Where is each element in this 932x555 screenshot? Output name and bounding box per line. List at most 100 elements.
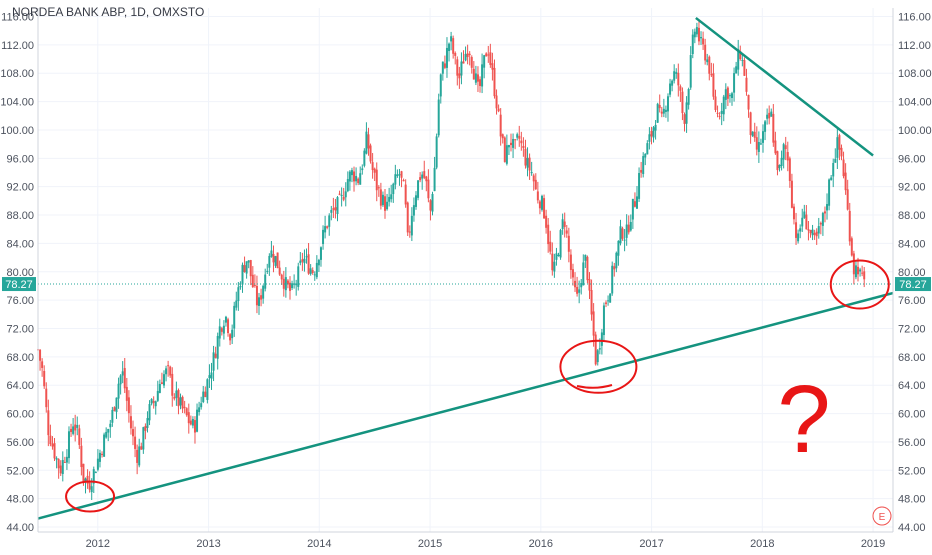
candle-body[interactable]: [685, 102, 688, 124]
candle-body[interactable]: [534, 179, 537, 190]
candle-body[interactable]: [479, 79, 482, 86]
candle-body[interactable]: [214, 353, 217, 358]
candle-body[interactable]: [332, 208, 335, 210]
candle-body[interactable]: [689, 55, 692, 88]
candle-body[interactable]: [200, 403, 203, 408]
candle-body[interactable]: [485, 53, 488, 57]
candle-body[interactable]: [774, 140, 777, 154]
candle-body[interactable]: [297, 266, 300, 287]
candle-body[interactable]: [782, 144, 785, 160]
candle-body[interactable]: [51, 443, 54, 447]
candle-body[interactable]: [148, 404, 151, 421]
candle-body[interactable]: [278, 267, 281, 275]
candle-body[interactable]: [313, 274, 316, 276]
candle-body[interactable]: [94, 472, 97, 474]
candle-body[interactable]: [683, 114, 686, 124]
candle-body[interactable]: [580, 283, 583, 288]
candle-body[interactable]: [807, 229, 810, 231]
candle-body[interactable]: [784, 145, 787, 150]
candle-body[interactable]: [834, 158, 837, 163]
candle-body[interactable]: [274, 256, 277, 266]
candle-body[interactable]: [481, 64, 484, 87]
candle-body[interactable]: [499, 114, 502, 137]
candle-body[interactable]: [67, 431, 70, 459]
candle-body[interactable]: [183, 406, 186, 408]
candle-body[interactable]: [355, 176, 358, 182]
candle-body[interactable]: [400, 171, 403, 178]
candle-body[interactable]: [728, 95, 731, 97]
candle-body[interactable]: [505, 145, 508, 164]
candle-body[interactable]: [691, 34, 694, 55]
candle-body[interactable]: [171, 373, 174, 396]
candle-body[interactable]: [462, 61, 465, 64]
candle-body[interactable]: [823, 211, 826, 214]
candle-body[interactable]: [394, 174, 397, 185]
candle-body[interactable]: [417, 180, 420, 198]
candle-body[interactable]: [838, 135, 841, 150]
candle-body[interactable]: [443, 63, 446, 68]
candle-body[interactable]: [466, 53, 469, 58]
candle-body[interactable]: [63, 461, 66, 463]
candle-body[interactable]: [530, 172, 533, 174]
candle-body[interactable]: [644, 153, 647, 158]
candle-body[interactable]: [714, 96, 717, 110]
candle-body[interactable]: [532, 175, 535, 182]
candle-body[interactable]: [642, 156, 645, 175]
candle-body[interactable]: [654, 124, 657, 131]
candle-body[interactable]: [412, 205, 415, 216]
candle-body[interactable]: [212, 352, 215, 371]
candle-body[interactable]: [388, 196, 391, 202]
candle-body[interactable]: [828, 179, 831, 206]
candle-body[interactable]: [813, 232, 816, 235]
candle-body[interactable]: [344, 191, 347, 198]
candle-body[interactable]: [697, 27, 700, 42]
candle-body[interactable]: [731, 93, 734, 98]
candle-body[interactable]: [792, 206, 795, 220]
candle-body[interactable]: [737, 49, 740, 70]
candle-body[interactable]: [543, 198, 546, 219]
candle-body[interactable]: [72, 426, 75, 434]
candle-body[interactable]: [129, 416, 132, 429]
candle-body[interactable]: [625, 224, 628, 238]
candle-body[interactable]: [809, 229, 812, 234]
candle-body[interactable]: [247, 260, 250, 263]
candle-body[interactable]: [687, 89, 690, 105]
candle-body[interactable]: [65, 456, 68, 463]
candle-body[interactable]: [702, 38, 705, 45]
resistance-trendline[interactable]: [695, 16, 874, 157]
candle-body[interactable]: [487, 54, 490, 56]
candle-body[interactable]: [830, 177, 833, 180]
candle-body[interactable]: [404, 184, 407, 205]
candle-body[interactable]: [547, 224, 550, 245]
candle-body[interactable]: [761, 131, 764, 143]
candle-body[interactable]: [582, 262, 585, 286]
candle-body[interactable]: [557, 254, 560, 257]
candle-body[interactable]: [361, 168, 364, 171]
candle-body[interactable]: [96, 458, 99, 470]
candle-body[interactable]: [134, 436, 137, 449]
candle-body[interactable]: [353, 171, 356, 182]
candle-body[interactable]: [253, 284, 256, 286]
candle-body[interactable]: [576, 286, 579, 294]
candle-body[interactable]: [338, 193, 341, 195]
candle-body[interactable]: [117, 383, 120, 399]
candle-body[interactable]: [311, 270, 314, 273]
candle-body[interactable]: [47, 410, 50, 436]
candle-body[interactable]: [173, 396, 176, 399]
candle-body[interactable]: [778, 164, 781, 169]
candle-body[interactable]: [635, 196, 638, 209]
candle-body[interactable]: [53, 443, 56, 459]
candle-body[interactable]: [127, 397, 130, 414]
candle-body[interactable]: [305, 256, 308, 258]
candle-body[interactable]: [39, 349, 42, 361]
candle-body[interactable]: [629, 221, 632, 231]
candle-body[interactable]: [132, 429, 135, 437]
candle-body[interactable]: [627, 224, 630, 233]
candle-body[interactable]: [501, 134, 504, 139]
candle-body[interactable]: [510, 142, 513, 146]
candle-body[interactable]: [160, 382, 163, 384]
candle-body[interactable]: [658, 105, 661, 109]
candle-body[interactable]: [664, 109, 667, 112]
candle-body[interactable]: [468, 53, 471, 56]
